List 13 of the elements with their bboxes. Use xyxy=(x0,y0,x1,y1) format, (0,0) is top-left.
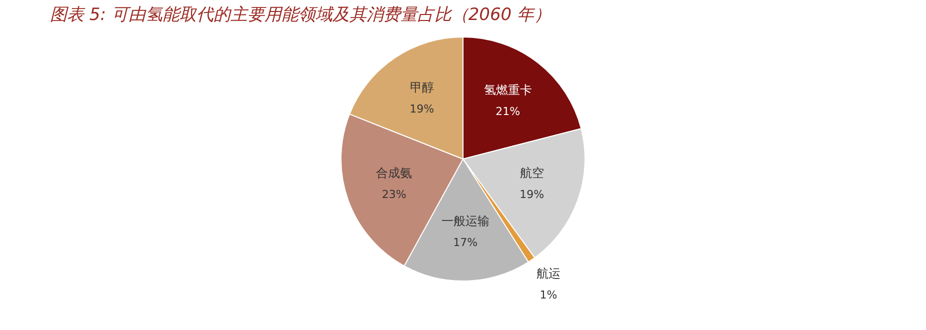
slice-label: 合成氨 xyxy=(376,166,412,180)
data-label: 17% xyxy=(453,236,478,250)
slice-label: 甲醇 xyxy=(410,80,434,94)
slice-label: 氢燃重卡 xyxy=(484,83,532,98)
data-label: 23% xyxy=(382,188,406,201)
slice-label: 航运 xyxy=(536,266,560,281)
slice-label: 航空 xyxy=(520,166,544,180)
data-label: 21% xyxy=(496,105,520,118)
data-label: 1% xyxy=(540,288,558,302)
data-label: 19% xyxy=(410,102,434,116)
slice-label: 一般运输 xyxy=(441,214,490,228)
chart-title: 图表 5: 可由氢能取代的主要用能领域及其消费量占比（2060 年） xyxy=(50,5,552,25)
data-label: 19% xyxy=(520,188,544,201)
